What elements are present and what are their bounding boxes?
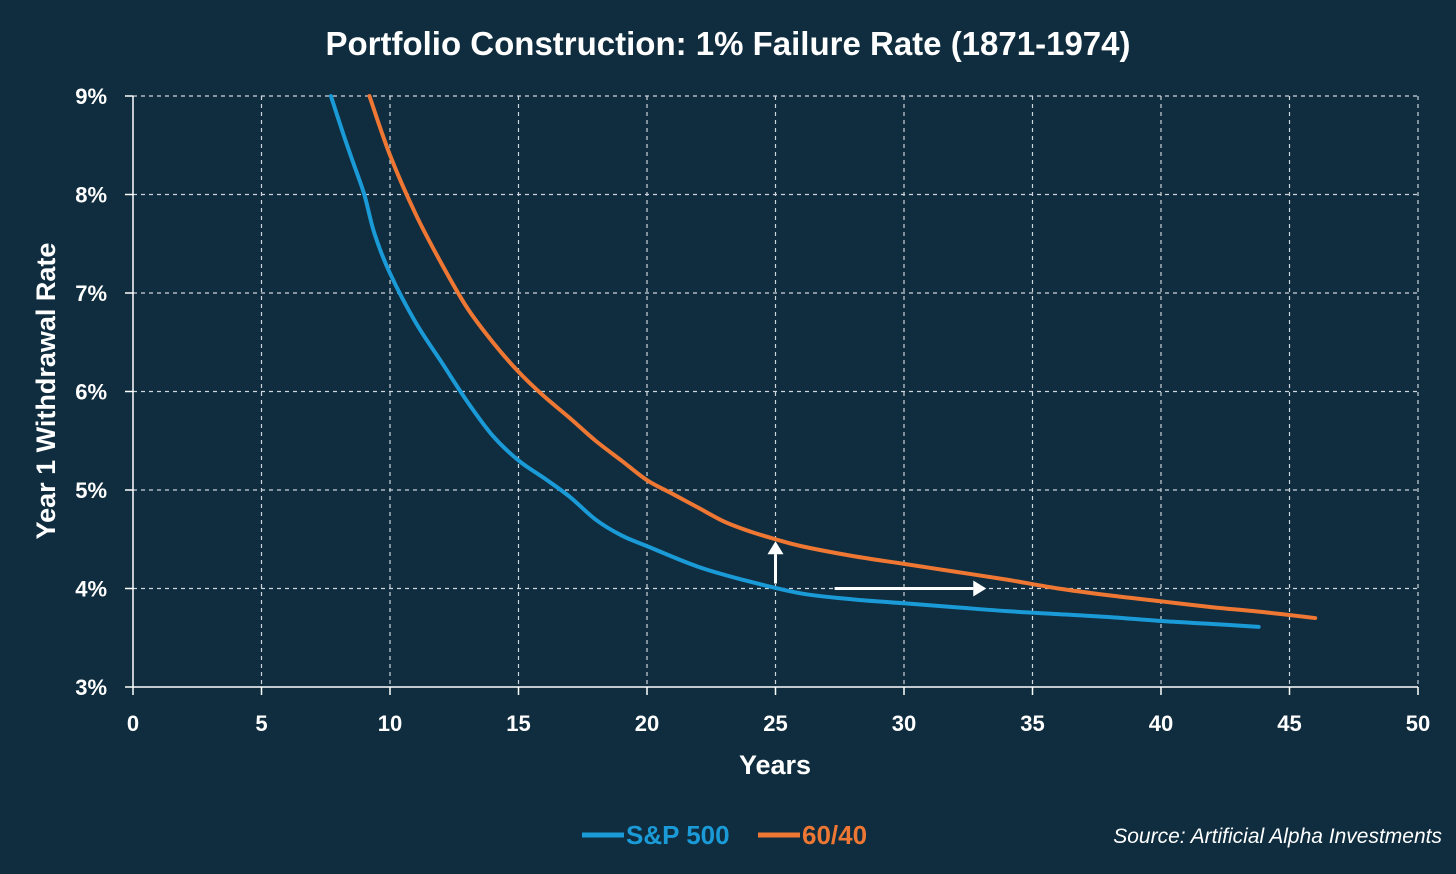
y-tick-label: 9% (75, 84, 107, 109)
right-arrow-icon (973, 580, 987, 597)
x-tick-label: 35 (1020, 711, 1044, 736)
chart-title: Portfolio Construction: 1% Failure Rate … (325, 25, 1130, 62)
x-tick-label: 15 (506, 711, 530, 736)
y-tick-label: 8% (75, 183, 107, 208)
y-tick-label: 4% (75, 577, 107, 602)
x-axis-ticks: 0 5 10 15 20 25 30 35 40 45 50 (127, 687, 1430, 736)
series-lines (328, 94, 1318, 629)
series-line-6040 (367, 94, 1318, 621)
x-tick-label: 0 (127, 711, 139, 736)
x-tick-label: 40 (1149, 711, 1173, 736)
y-axis-title: Year 1 Withdrawal Rate (31, 243, 61, 540)
x-tick-label: 45 (1277, 711, 1301, 736)
legend: S&P 500 60/40 (582, 820, 867, 850)
x-tick-label: 25 (763, 711, 787, 736)
legend-label-sp500: S&P 500 (626, 820, 730, 850)
y-tick-label: 7% (75, 281, 107, 306)
series-line-sp500 (328, 94, 1261, 629)
x-axis-title: Years (739, 750, 811, 780)
x-tick-label: 5 (255, 711, 267, 736)
y-tick-label: 6% (75, 380, 107, 405)
x-tick-label: 20 (635, 711, 659, 736)
y-tick-label: 3% (75, 675, 107, 700)
x-tick-label: 10 (378, 711, 402, 736)
x-tick-label: 50 (1406, 711, 1430, 736)
y-tick-label: 5% (75, 478, 107, 503)
up-arrow-icon (767, 541, 784, 555)
x-tick-label: 30 (892, 711, 916, 736)
y-axis-ticks: 3% 4% 5% 6% 7% 8% 9% (75, 84, 133, 700)
legend-label-6040: 60/40 (802, 820, 867, 850)
source-note: Source: Artificial Alpha Investments (1113, 825, 1442, 848)
annotations (767, 541, 987, 597)
grid-lines (133, 95, 1419, 687)
